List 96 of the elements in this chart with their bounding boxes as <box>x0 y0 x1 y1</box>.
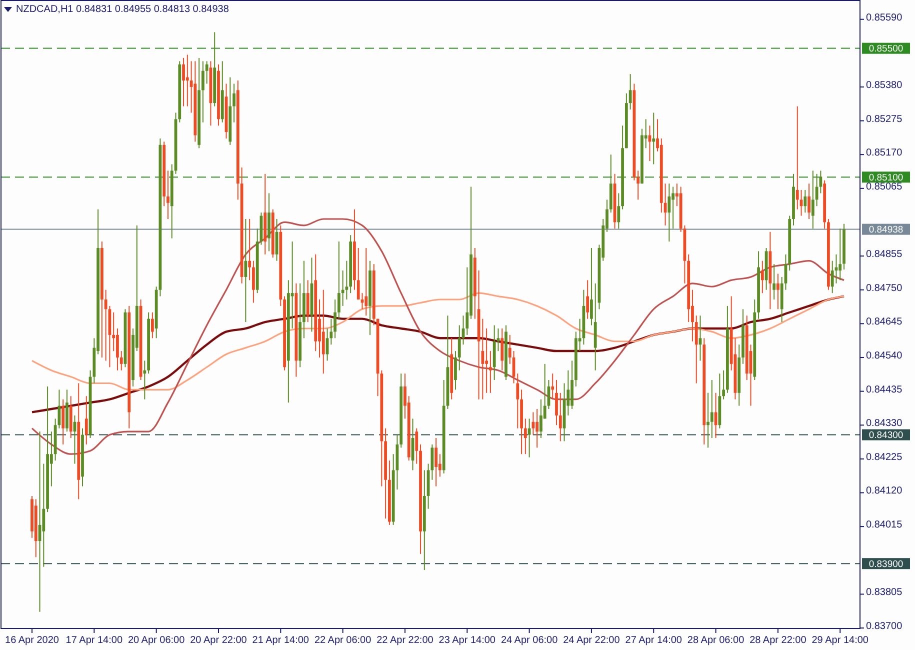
x-tick-label: 27 Apr 14:00 <box>625 635 682 646</box>
x-tick-label: 24 Apr 22:00 <box>563 635 620 646</box>
ref-line-label: 0.85500 <box>868 44 904 55</box>
candlestick <box>652 112 656 165</box>
candlestick <box>776 273 780 310</box>
y-tick-label: 0.84225 <box>866 452 903 463</box>
candlestick <box>454 350 457 390</box>
candlestick <box>252 260 255 304</box>
x-tick-label: 17 Apr 14:00 <box>66 635 123 646</box>
candlestick <box>555 380 558 426</box>
candlestick <box>838 228 842 281</box>
y-tick-label: 0.85380 <box>866 80 903 91</box>
candlestick <box>306 280 310 323</box>
ref-line-label: 0.83900 <box>868 558 904 570</box>
y-tick-label: 0.83805 <box>866 587 903 598</box>
candlestick <box>524 418 527 455</box>
candlestick <box>672 186 674 230</box>
candlestick <box>706 392 710 448</box>
candlestick <box>796 106 799 210</box>
candlestick <box>415 428 418 464</box>
candlestick <box>489 350 492 394</box>
candlestick <box>551 373 554 400</box>
candlestick <box>694 315 698 384</box>
y-tick-label: 0.84540 <box>866 350 903 362</box>
x-tick-label: 22 Apr 06:00 <box>314 635 372 646</box>
y-tick-label: 0.85170 <box>866 148 903 159</box>
ref-line-label: 0.85100 <box>868 172 904 184</box>
candlestick <box>668 183 671 242</box>
candlestick <box>508 334 512 364</box>
candlestick <box>590 247 593 326</box>
y-tick-label: 0.83700 <box>866 621 903 632</box>
candlestick <box>458 324 461 371</box>
candlestick <box>244 218 248 323</box>
candlestick <box>248 218 252 281</box>
x-tick-label: 29 Apr 14:00 <box>812 635 869 646</box>
candlestick <box>532 412 535 436</box>
x-tick-label: 16 Apr 2020 <box>5 635 60 646</box>
candlestick <box>345 260 348 300</box>
candlestick <box>186 54 189 107</box>
candlestick <box>151 312 154 339</box>
y-tick-label: 0.84750 <box>866 282 903 294</box>
x-tick-label: 22 Apr 22:00 <box>376 635 434 646</box>
candlestick <box>120 350 123 371</box>
x-tick-label: 28 Apr 06:00 <box>687 635 745 646</box>
candlestick <box>586 280 590 320</box>
y-tick-label: 0.84855 <box>866 249 903 260</box>
line-series <box>30 295 846 414</box>
candlestick <box>500 328 504 371</box>
candlestick <box>772 264 776 300</box>
x-tick-label: 20 Apr 22:00 <box>190 635 248 646</box>
candlestick <box>434 437 438 487</box>
candlestick <box>628 74 632 110</box>
candlestick <box>636 170 640 200</box>
candlestick <box>334 299 336 339</box>
candlestick <box>516 373 520 429</box>
candlestick <box>62 398 65 445</box>
chart-title: NZDCAD,H1 0.84831 0.84955 0.84813 0.84938 <box>16 4 230 15</box>
candlestick <box>84 396 88 445</box>
candlestick <box>202 60 204 123</box>
ref-line-label: 0.84938 <box>868 224 904 236</box>
x-tick-label: 21 Apr 14:00 <box>252 635 310 646</box>
candlestick <box>364 247 368 316</box>
candlestick <box>536 408 539 448</box>
ref-line-label: 0.84300 <box>868 430 904 442</box>
candlestick <box>116 328 119 371</box>
candlestick <box>808 183 810 220</box>
x-tick-label: 28 Apr 22:00 <box>750 635 807 646</box>
candlestick <box>804 190 807 214</box>
y-tick-label: 0.84435 <box>866 384 903 396</box>
y-tick-label: 0.84330 <box>866 418 903 430</box>
candlestick <box>485 328 488 394</box>
candlestick <box>710 380 714 438</box>
y-tick-label: 0.84015 <box>866 520 903 531</box>
x-tick-label: 24 Apr 06:00 <box>500 635 558 646</box>
candlestick <box>166 170 170 220</box>
y-tick-label: 0.84120 <box>866 486 903 497</box>
candlestick <box>722 370 725 400</box>
candlestick <box>540 398 542 438</box>
candlestick <box>322 289 325 374</box>
x-tick-label: 23 Apr 14:00 <box>438 635 496 646</box>
y-tick-label: 0.85065 <box>866 181 903 192</box>
candlestick <box>182 57 185 107</box>
y-tick-label: 0.85275 <box>866 114 903 125</box>
candlestick <box>232 83 236 123</box>
candlestick <box>337 241 340 320</box>
x-tick-label: 20 Apr 06:00 <box>128 635 186 646</box>
line-series <box>31 218 845 455</box>
y-tick-label: 0.85590 <box>866 12 903 24</box>
y-tick-label: 0.84645 <box>866 316 903 328</box>
candlestick <box>205 60 208 84</box>
candlestick <box>558 392 562 442</box>
line-series <box>31 292 845 390</box>
candlestick <box>143 360 146 400</box>
candlestick <box>617 192 620 230</box>
candlestick <box>811 170 814 230</box>
candlestick <box>760 260 764 294</box>
